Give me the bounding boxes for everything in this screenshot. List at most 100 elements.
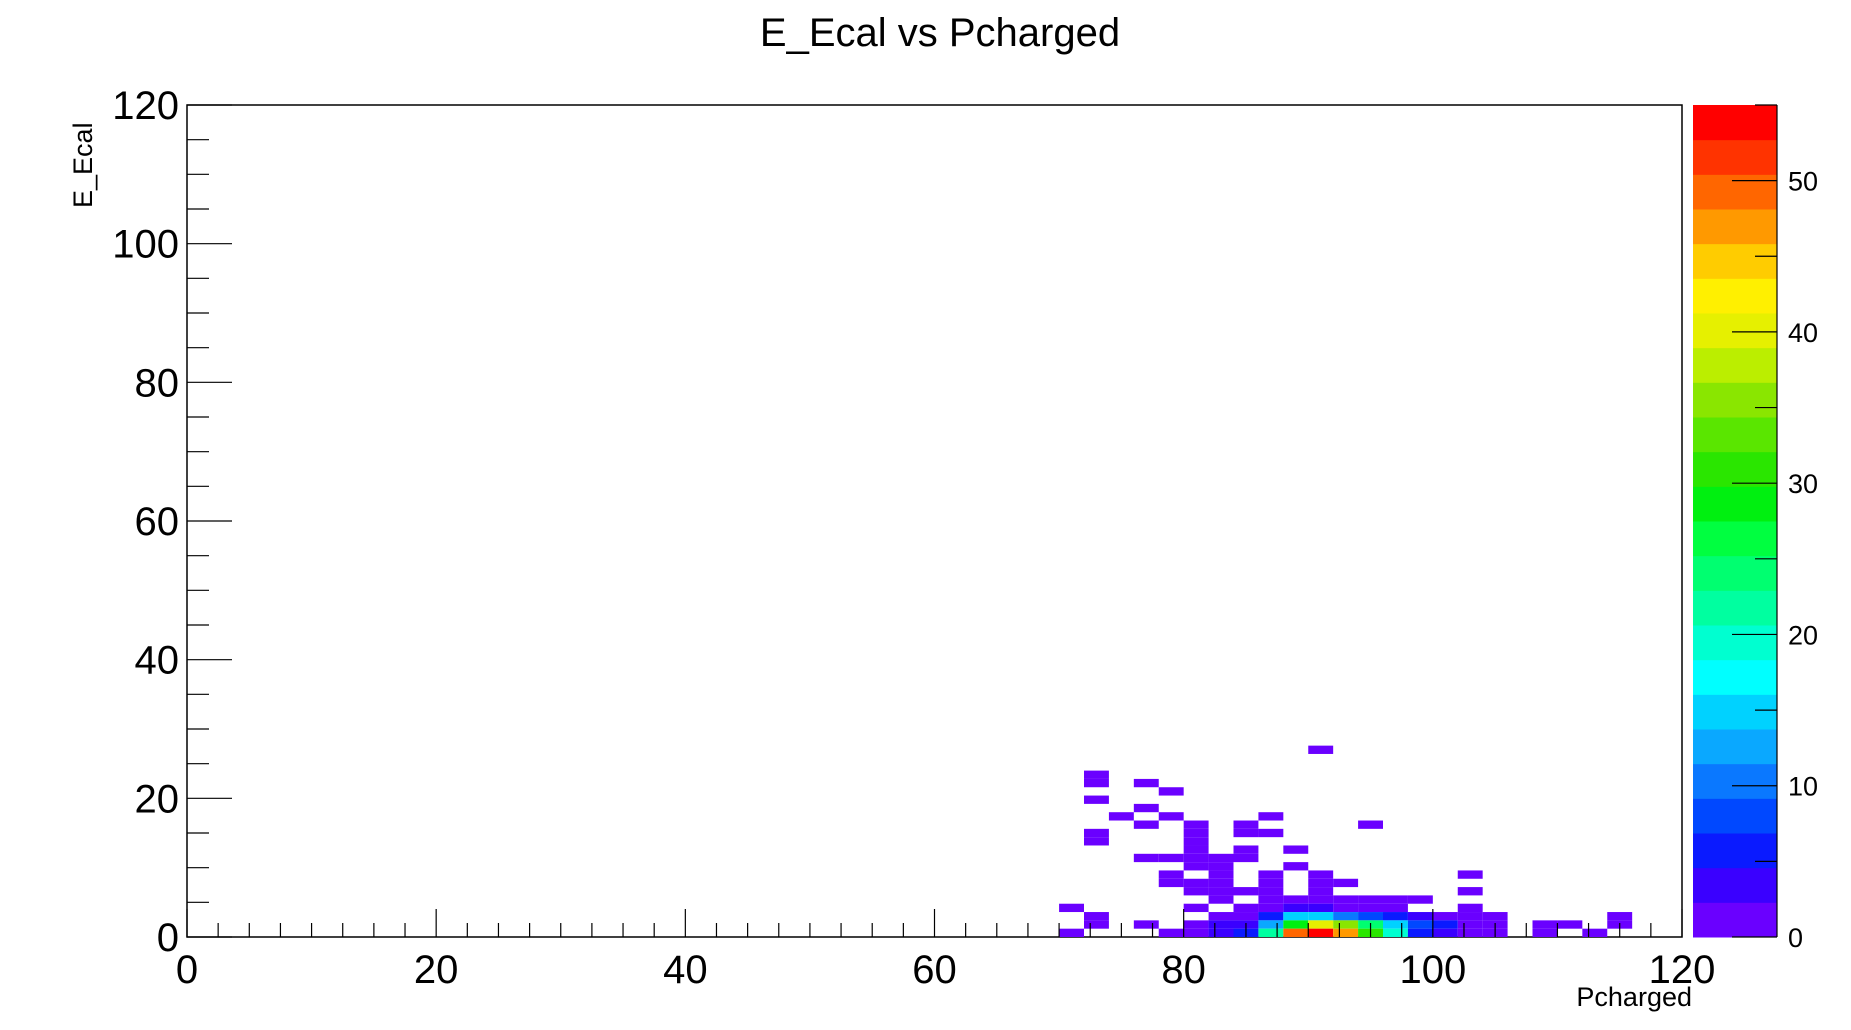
heatmap-bin [1183, 837, 1209, 846]
heatmap-bin [1308, 903, 1334, 913]
heatmap-bin [1358, 903, 1383, 913]
axes: 0 20 40 60 80 100 120 0 20 40 60 80 100 120 [112, 84, 1715, 992]
heatmap-bin [1208, 928, 1234, 937]
heatmap-bin [1208, 895, 1234, 904]
color-scale-swatch [1693, 243, 1777, 279]
heatmap-bin [1407, 912, 1433, 921]
heatmap-bin [1108, 812, 1134, 821]
heatmap-bin [1133, 803, 1159, 813]
heatmap-bin [1407, 920, 1433, 929]
heatmap-bin [1557, 920, 1583, 929]
y-tick-label: 60 [135, 500, 180, 544]
heatmap-bin [1432, 912, 1458, 921]
heatmap-bin [1358, 912, 1383, 921]
heatmap-bin [1133, 820, 1159, 829]
heatmap-bin [1383, 912, 1408, 921]
heatmap-bin [1183, 878, 1209, 888]
color-scale-swatch [1693, 105, 1777, 141]
heatmap-bin [1258, 887, 1284, 896]
heatmap-bin [1258, 828, 1284, 838]
heatmap-bin [1233, 912, 1259, 921]
heatmap-bin [1233, 820, 1259, 829]
z-tick-label: 30 [1788, 469, 1818, 499]
y-tick-label: 120 [112, 84, 179, 128]
heatmap-bin [1333, 895, 1359, 904]
heatmap-bin [1432, 920, 1458, 929]
color-scale-swatch [1693, 659, 1777, 695]
heatmap-bin [1084, 912, 1109, 921]
heatmap-bin [1133, 778, 1159, 788]
z-tick-label: 10 [1788, 772, 1818, 802]
y-tick-label: 20 [135, 777, 180, 821]
heatmap-bin [1308, 895, 1334, 904]
heatmap-bin [1233, 853, 1259, 863]
x-tick-label: 120 [1649, 948, 1716, 992]
heatmap-bin [1383, 920, 1408, 929]
heatmap-bin [1457, 928, 1483, 937]
heatmap-bin [1183, 862, 1209, 871]
heatmap-bin [1258, 878, 1284, 888]
heatmap-bin [1233, 903, 1259, 913]
color-scale-swatch [1693, 313, 1777, 349]
color-scale-swatch [1693, 763, 1777, 799]
heatmap-bin [1383, 895, 1408, 904]
color-scale-swatch [1693, 555, 1777, 591]
heatmap-bin [1283, 845, 1309, 854]
color-scale-swatch [1693, 833, 1777, 869]
heatmap-bin [1482, 912, 1508, 921]
z-tick-label: 20 [1788, 620, 1818, 650]
heatmap-bin [1084, 920, 1109, 929]
heatmap-bin [1084, 837, 1109, 846]
y-tick-label: 40 [135, 639, 180, 683]
z-tick-label: 40 [1788, 318, 1818, 348]
heatmap-bin [1183, 887, 1209, 896]
heatmap-bin [1059, 903, 1084, 913]
heatmap-bin [1283, 928, 1309, 937]
color-scale-swatch [1693, 382, 1777, 418]
heatmap-bin [1258, 920, 1284, 929]
heatmap-bin [1084, 770, 1109, 779]
heatmap-bin [1283, 903, 1309, 913]
color-scale-swatch [1693, 521, 1777, 557]
heatmap-bin [1208, 862, 1234, 871]
heatmap-bin [1333, 920, 1359, 929]
heatmap-bin [1183, 920, 1209, 929]
color-scale-swatch [1693, 278, 1777, 314]
color-scale-swatch [1693, 798, 1777, 834]
heatmap-bin [1333, 928, 1359, 937]
heatmap-bin [1233, 887, 1259, 896]
heatmap-bin [1532, 920, 1558, 929]
color-scale-swatch [1693, 347, 1777, 383]
heatmap-bin [1208, 920, 1234, 929]
heatmap-bin [1607, 912, 1633, 921]
color-scale-swatch [1693, 867, 1777, 903]
heatmap-bin [1158, 870, 1184, 879]
heatmap-bin [1457, 870, 1483, 879]
heatmap-bin [1183, 853, 1209, 863]
heatmap-bin [1133, 920, 1159, 929]
heatmap-bin [1407, 928, 1433, 937]
heatmap-bin [1158, 878, 1184, 888]
y-axis-label: E_Ecal [68, 122, 98, 208]
y-tick-label: 100 [112, 223, 179, 267]
heatmap-bin [1133, 853, 1159, 863]
color-scale-swatch [1693, 486, 1777, 522]
heatmap-bin [1059, 928, 1084, 937]
heatmap-bin [1258, 870, 1284, 879]
heatmap-bin [1333, 878, 1359, 888]
heatmap-bin [1158, 853, 1184, 863]
heatmap-bin [1084, 795, 1109, 804]
heatmap-bin [1358, 820, 1383, 829]
heatmap-bin [1457, 903, 1483, 913]
heatmap-bin [1308, 887, 1334, 896]
heatmap-bin [1283, 912, 1309, 921]
heatmap-bin [1208, 878, 1234, 888]
x-tick-label: 20 [414, 948, 459, 992]
heatmap-bin [1432, 928, 1458, 937]
heatmap-bin [1457, 887, 1483, 896]
heatmap-bin [1208, 887, 1234, 896]
heatmap-bin [1158, 787, 1184, 796]
color-scale-swatch [1693, 590, 1777, 626]
color-scale-swatch [1693, 417, 1777, 453]
